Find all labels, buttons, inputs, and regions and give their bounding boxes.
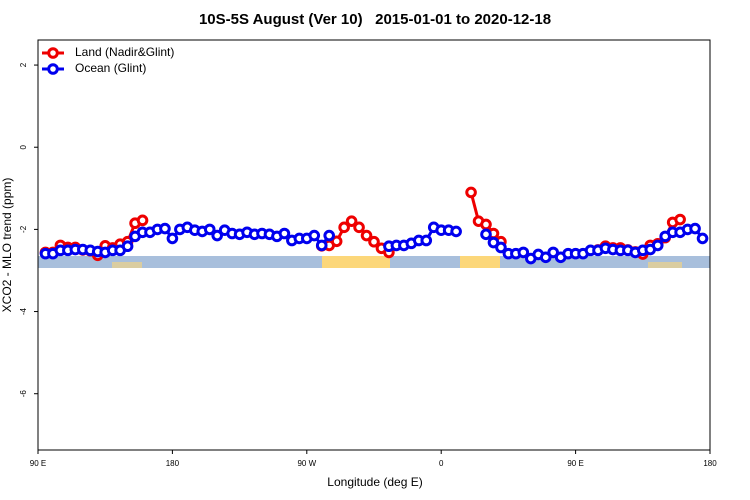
plot-frame [37,39,711,451]
point [480,228,492,241]
y-tick-label: -6 [19,390,28,398]
point [159,222,171,235]
point [651,239,664,252]
y-tick-label: 0 [19,144,28,149]
point [487,236,500,249]
chart-title: 10S-5S August (Ver 10) 2015-01-01 to 202… [199,11,551,28]
point [539,251,552,264]
y-tick-label: 2 [19,62,28,67]
point [696,232,709,245]
point [345,215,358,227]
point [330,235,343,248]
point [480,218,492,231]
y-axis-title: XCO2 - MLO trend (ppm) [0,178,14,313]
x-tick-label: 90 W [297,459,316,468]
point [353,221,365,234]
point [689,222,701,235]
x-tick-label: 180 [166,459,180,468]
point [315,239,328,252]
point [368,235,380,248]
point [517,246,530,259]
point [211,229,223,242]
x-tick-label: 180 [703,459,717,468]
point [136,214,149,227]
point [166,232,179,245]
point [338,221,350,234]
point [495,241,507,254]
x-tick-label: 90 E [30,459,46,468]
plot: 90 E 180 90 W 0 90 E 180 -6 -4 -2 0 2 Land (Nadir&G… [19,45,717,468]
point [674,213,686,226]
point [547,246,560,259]
y-tick-label: -2 [19,225,28,233]
point [203,223,216,236]
point [465,186,477,199]
point [420,234,433,247]
x-axis-title: Longitude (deg E) [327,475,422,489]
point [450,225,462,238]
x-tick-label: 90 E [567,459,583,468]
land-patch [648,262,682,268]
land-patch [322,256,390,268]
land-patch [112,262,142,268]
land-patch [460,256,500,268]
legend-marker [47,63,59,75]
legend-label: Ocean (Glint) [75,61,146,75]
point [278,227,291,240]
point [308,229,321,242]
legend-marker [47,47,59,59]
point [121,240,134,253]
map-strip [38,256,710,268]
point [323,229,336,242]
y-tick-label: -4 [19,307,28,315]
point [360,229,373,242]
x-tick-label: 0 [439,459,444,468]
legend-label: Land (Nadir&Glint) [75,45,174,59]
